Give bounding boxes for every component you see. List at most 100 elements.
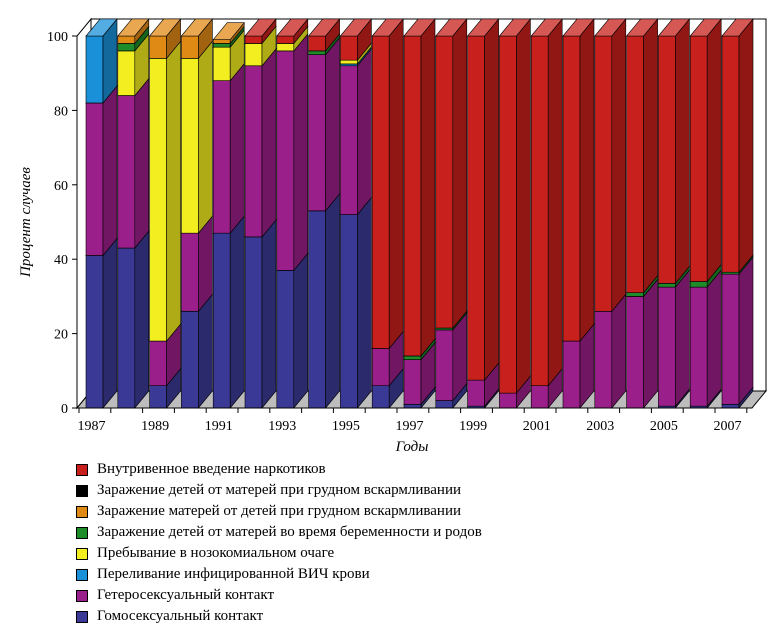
bar-segment <box>180 18 214 60</box>
bar-stack-1993 <box>276 18 309 409</box>
bar-stack-1987 <box>85 18 118 409</box>
bar-stack-1997 <box>403 18 436 409</box>
bar-front-face <box>212 39 231 44</box>
legend-item: Гомосексуальный контакт <box>76 606 482 627</box>
x-tick-label: 1999 <box>459 419 487 434</box>
bar-front-face <box>499 35 517 394</box>
bar-side-face <box>261 47 277 238</box>
legend-swatch <box>76 484 88 497</box>
bar-stack-1994 <box>307 18 341 409</box>
bar-top-face <box>371 18 404 37</box>
bar-front-face <box>308 54 326 212</box>
bar-segment <box>244 18 277 45</box>
bar-front-face <box>244 43 263 67</box>
legend-swatch <box>76 547 88 560</box>
bar-front-face <box>721 35 740 273</box>
legend-label: Переливание инфицированной ВИЧ крови <box>97 566 370 582</box>
bar-front-face <box>308 50 326 55</box>
bar-front-face <box>403 355 422 360</box>
bar-stack-2004 <box>625 18 659 409</box>
legend-swatch <box>76 568 88 581</box>
bar-top-face <box>594 18 627 37</box>
bar-side-face <box>102 237 118 409</box>
bar-front-face <box>244 65 263 238</box>
bar-segment <box>339 196 373 409</box>
bar-front-face <box>658 286 676 407</box>
bar-segment <box>212 215 245 409</box>
bar-front-face <box>689 35 708 282</box>
legend-label: Гетеросексуальный контакт <box>97 587 275 603</box>
bar-stack-2003 <box>594 18 627 409</box>
bar-segment <box>307 36 341 212</box>
bar-top-face <box>339 18 373 37</box>
bar-front-face <box>499 392 517 409</box>
bar-segment <box>594 18 627 313</box>
bar-front-face <box>149 385 167 409</box>
bar-front-face <box>658 35 676 284</box>
bar-front-face <box>721 403 740 409</box>
y-axis-label: Процент случаев <box>18 167 34 278</box>
bar-front-face <box>721 273 740 405</box>
bar-segment <box>371 330 404 387</box>
bar-side-face <box>484 18 499 381</box>
bar-front-face <box>276 270 295 409</box>
bar-top-face <box>148 18 182 37</box>
bar-front-face <box>435 35 454 329</box>
bar-front-face <box>244 236 263 409</box>
bar-side-face <box>388 18 404 350</box>
bar-stack-1992 <box>244 18 277 409</box>
bar-segment <box>212 21 245 45</box>
bar-front-face <box>212 232 231 409</box>
bar-stack-1989 <box>148 18 182 409</box>
bar-stack-2001 <box>530 18 563 409</box>
legend-label: Пребывание в нозокомиальном очаге <box>97 545 335 561</box>
bar-side-face <box>611 293 627 409</box>
bar-top-face <box>689 18 722 37</box>
bar-front-face <box>435 329 454 401</box>
bar-front-face <box>276 50 295 271</box>
bar-front-face <box>689 281 708 288</box>
bar-front-face <box>181 35 199 59</box>
bar-side-face <box>325 36 340 212</box>
bar-segment <box>244 219 277 409</box>
legend-swatch <box>76 505 88 518</box>
bar-top-face <box>403 18 436 37</box>
bar-side-face <box>261 219 277 409</box>
bar-segment <box>117 77 150 249</box>
bar-side-face <box>643 278 658 409</box>
bar-front-face <box>562 35 581 342</box>
bar-front-face <box>212 46 231 81</box>
bar-segment <box>117 230 150 409</box>
bar-stack-1991 <box>212 21 245 409</box>
bar-front-face <box>562 340 581 409</box>
bar-front-face <box>626 296 644 409</box>
bar-front-face <box>117 35 136 44</box>
bar-side-face <box>738 256 754 406</box>
bar-top-face <box>562 18 595 37</box>
bar-top-face <box>117 18 150 37</box>
x-tick-label: 1989 <box>141 419 169 434</box>
bar-front-face <box>85 102 104 256</box>
bar-front-face <box>117 43 136 52</box>
bar-stack-1995 <box>339 18 373 409</box>
bar-front-face <box>85 255 104 409</box>
bar-side-face <box>516 18 531 394</box>
bar-front-face <box>340 35 358 61</box>
bar-segment <box>625 278 659 409</box>
bar-top-face <box>435 18 468 37</box>
bar-segment <box>276 33 309 272</box>
x-tick-label: 1995 <box>332 419 360 434</box>
bar-segment <box>276 18 309 45</box>
bar-front-face <box>530 35 549 386</box>
bar-segment <box>85 85 118 257</box>
bar-stack-1988 <box>117 18 150 409</box>
bar-front-face <box>371 385 390 409</box>
x-axis-label: Годы <box>395 439 429 455</box>
bar-stack-group <box>85 18 754 409</box>
bar-segment <box>530 18 563 387</box>
bar-top-face <box>466 18 500 37</box>
legend-label: Заражение детей от матерей при грудном в… <box>97 482 462 498</box>
bar-side-face <box>229 215 245 409</box>
bar-front-face <box>308 35 326 52</box>
bar-segment <box>117 18 150 45</box>
